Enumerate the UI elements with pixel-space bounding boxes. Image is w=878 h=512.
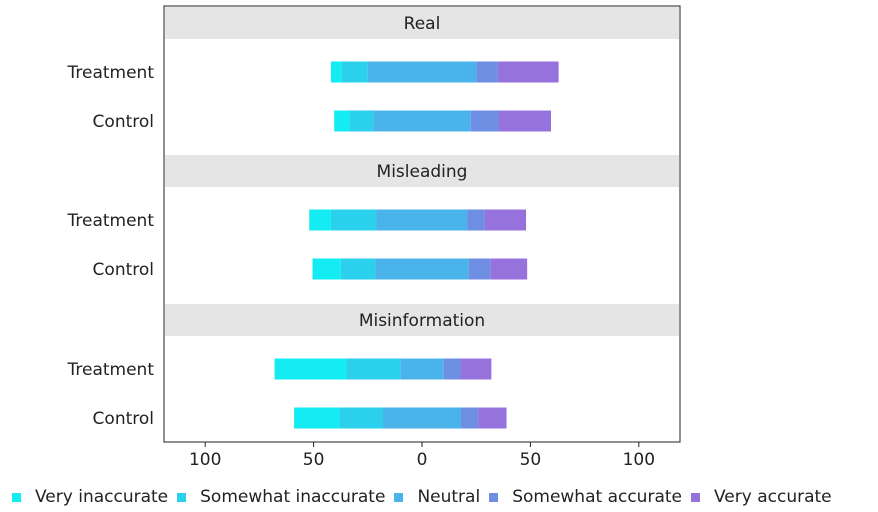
bar-segment — [340, 258, 376, 280]
legend-swatch — [177, 492, 187, 502]
facet-strip — [165, 304, 679, 336]
bar-segment — [484, 209, 527, 231]
x-tick-label: 100 — [189, 450, 221, 470]
legend-item: Somewhat accurate — [489, 487, 682, 507]
x-tick-label: 50 — [303, 450, 325, 470]
legend: Very inaccurate Somewhat inaccurate Neutra… — [0, 484, 878, 510]
bar-segment — [341, 61, 368, 83]
bar-segment — [346, 358, 401, 380]
bar-segment — [349, 110, 374, 132]
bar-segment — [478, 407, 507, 429]
bar-segment — [498, 110, 551, 132]
diverging-stacked-bar-chart: Real Treatment Control Misleading Treatment C… — [66, 5, 681, 470]
x-tick-label: 0 — [417, 450, 428, 470]
facet-title: Misinformation — [359, 311, 485, 331]
legend-label: Neutral — [417, 487, 481, 507]
legend-label: Somewhat accurate — [512, 487, 682, 507]
row-label: Treatment — [66, 360, 154, 380]
legend-label: Very inaccurate — [35, 487, 169, 507]
bar-segment — [461, 407, 479, 429]
facet-strip — [165, 155, 679, 187]
bar-segment — [330, 61, 342, 83]
bar-segment — [443, 358, 462, 380]
bar-segment — [339, 407, 383, 429]
facet-strip — [165, 7, 679, 39]
legend-item: Very accurate — [690, 487, 832, 507]
row-label: Treatment — [66, 211, 154, 231]
bar-segment — [375, 258, 469, 280]
facet-title: Real — [404, 14, 441, 34]
bar-segment — [468, 258, 491, 280]
bar-segment — [400, 358, 444, 380]
legend-label: Very accurate — [713, 487, 832, 507]
bar-segment — [497, 61, 559, 83]
bar-segment — [476, 61, 498, 83]
bar-segment — [294, 407, 340, 429]
row-label: Control — [93, 260, 154, 280]
legend-swatch — [394, 492, 404, 502]
row-label: Control — [93, 112, 154, 132]
bar-segment — [312, 258, 341, 280]
bar-segment — [274, 358, 347, 380]
bar-segment — [467, 209, 485, 231]
legend-swatch — [12, 492, 21, 502]
bar-segment — [309, 209, 331, 231]
bar-segment — [334, 110, 350, 132]
row-label: Treatment — [66, 63, 154, 83]
bar-segment — [382, 407, 462, 429]
bar-segment — [367, 61, 477, 83]
x-tick-label: 50 — [520, 450, 542, 470]
x-tick-label: 100 — [623, 450, 655, 470]
legend-item: Somewhat inaccurate — [177, 487, 385, 507]
facet-title: Misleading — [377, 162, 468, 182]
row-label: Control — [93, 409, 154, 429]
legend-item: Neutral — [394, 487, 480, 507]
legend-label: Somewhat inaccurate — [200, 487, 386, 507]
bar-segment — [490, 258, 528, 280]
legend-item: Very inaccurate — [12, 487, 168, 507]
bar-segment — [376, 209, 468, 231]
legend-swatch — [489, 492, 499, 502]
bar-segment — [373, 110, 471, 132]
bar-segment — [470, 110, 499, 132]
bar-segment — [461, 358, 492, 380]
legend-swatch — [690, 492, 700, 502]
bar-segment — [330, 209, 377, 231]
